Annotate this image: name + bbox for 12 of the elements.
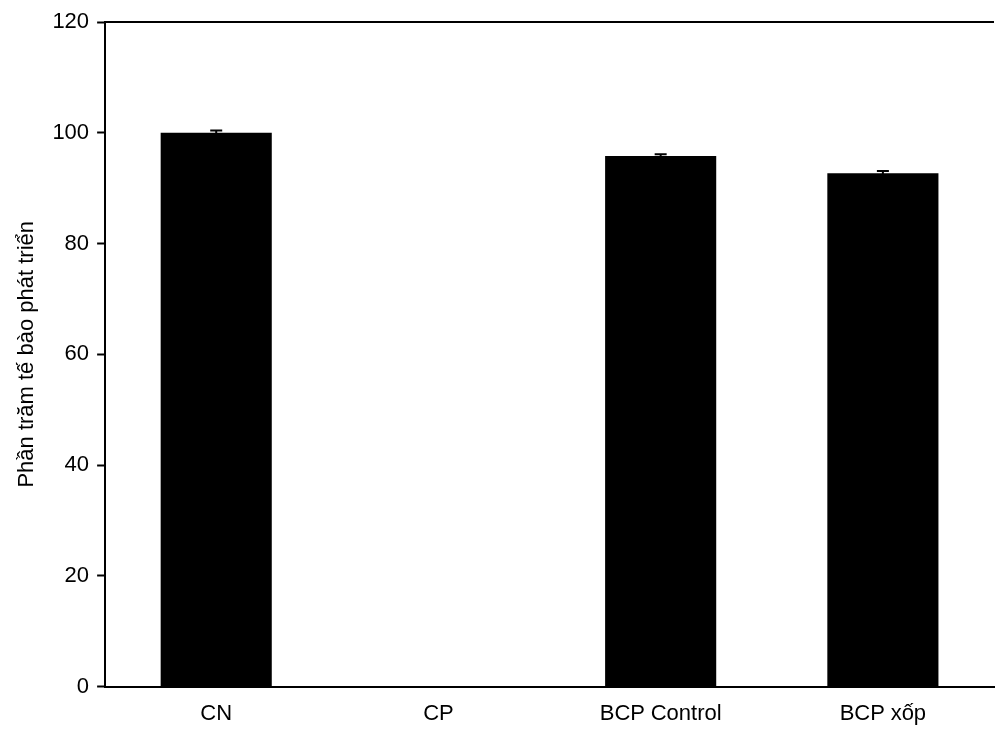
y-tick-label: 80	[64, 229, 90, 255]
x-tick-label: CP	[423, 699, 454, 725]
y-tick-label: 60	[64, 340, 90, 366]
y-tick-label: 40	[64, 451, 90, 477]
x-tick-label: CN	[200, 699, 233, 725]
y-tick-label: 20	[64, 561, 90, 587]
x-tick-label: BCP Control	[599, 699, 722, 725]
x-tick-label: BCP xốp	[839, 699, 927, 725]
y-tick-label: 100	[52, 118, 90, 144]
y-tick-label: 0	[76, 672, 90, 698]
y-tick-label: 120	[52, 8, 90, 34]
y-axis-title: Phần trăm tế bào phát triển	[13, 220, 39, 488]
